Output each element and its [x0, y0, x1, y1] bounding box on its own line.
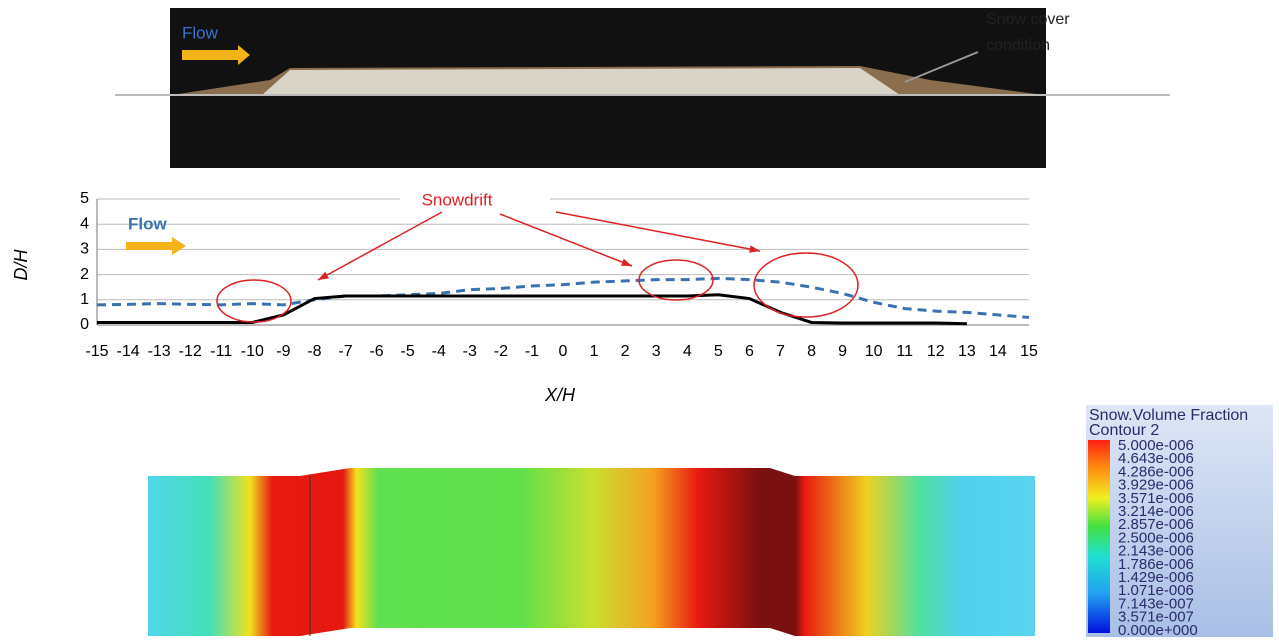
x-tick-label: 14	[989, 343, 1007, 360]
colorbar	[1088, 440, 1110, 633]
x-tick-label: -1	[525, 343, 539, 360]
x-tick-label: -4	[432, 343, 446, 360]
x-tick-label: -2	[494, 343, 508, 360]
contour-plot	[148, 468, 1035, 636]
legend-levels: 5.000e-0064.643e-0064.286e-0063.929e-006…	[1118, 437, 1198, 639]
x-tick-label: 13	[958, 343, 976, 360]
flow-arrow	[126, 237, 186, 255]
x-tick-label: 1	[590, 343, 599, 360]
arrow	[500, 214, 632, 266]
y-axis-label: D/H	[11, 249, 31, 281]
y-tick-label: 0	[80, 316, 89, 333]
x-axis-label: X/H	[544, 385, 576, 405]
x-tick-label: 11	[896, 343, 913, 360]
x-tick-label: -3	[463, 343, 477, 360]
annotation: Flow	[128, 214, 167, 233]
y-tick-label: 2	[80, 266, 89, 283]
highlight	[217, 280, 291, 322]
x-tick-label: -7	[338, 343, 352, 360]
note: condition	[986, 37, 1050, 54]
x-tick-label: 6	[745, 343, 754, 360]
x-tick-label: 5	[714, 343, 723, 360]
y-tick-label: 1	[80, 291, 89, 308]
x-tick-label: 8	[807, 343, 816, 360]
arrow-head	[621, 259, 632, 266]
x-tick-label: 12	[927, 343, 945, 360]
x-tick-label: -14	[117, 343, 140, 360]
x-tick-label: -8	[307, 343, 321, 360]
line-chart: 012345-15-14-13-12-11-10-9-8-7-6-5-4-3-2…	[11, 188, 1038, 405]
y-tick-label: 5	[80, 190, 89, 207]
y-tick-label: 4	[80, 215, 89, 232]
x-tick-label: 4	[683, 343, 692, 360]
x-tick-label: 2	[621, 343, 630, 360]
arrow-head	[318, 272, 329, 280]
x-tick-label: -9	[276, 343, 290, 360]
snow	[262, 68, 900, 95]
arrow	[556, 212, 760, 251]
x-tick-label: -15	[85, 343, 108, 360]
x-tick-label: -6	[369, 343, 383, 360]
x-tick-label: 10	[865, 343, 883, 360]
arrow	[318, 212, 442, 280]
legend-level: 0.000e+000	[1118, 622, 1198, 639]
x-tick-label: 7	[776, 343, 785, 360]
x-tick-label: -13	[148, 343, 171, 360]
x-tick-label: -11	[210, 343, 232, 360]
x-tick-label: -10	[241, 343, 264, 360]
page: Flow Snow cover condition Snow.Volume Fr…	[0, 0, 1279, 639]
figure: Flow Snow cover condition Snow.Volume Fr…	[0, 0, 1279, 639]
flow-label: Flow	[182, 23, 219, 42]
annotation: Snowdrift	[422, 190, 493, 209]
x-tick-label: 15	[1020, 343, 1038, 360]
x-tick-label: -12	[179, 343, 202, 360]
series-line	[97, 278, 1029, 317]
x-tick-label: 9	[838, 343, 847, 360]
x-tick-label: -5	[401, 343, 415, 360]
x-tick-label: 3	[652, 343, 661, 360]
series-line	[97, 295, 967, 324]
y-tick-label: 3	[80, 241, 89, 258]
note: Snow cover	[986, 11, 1070, 28]
x-tick-label: 0	[559, 343, 568, 360]
